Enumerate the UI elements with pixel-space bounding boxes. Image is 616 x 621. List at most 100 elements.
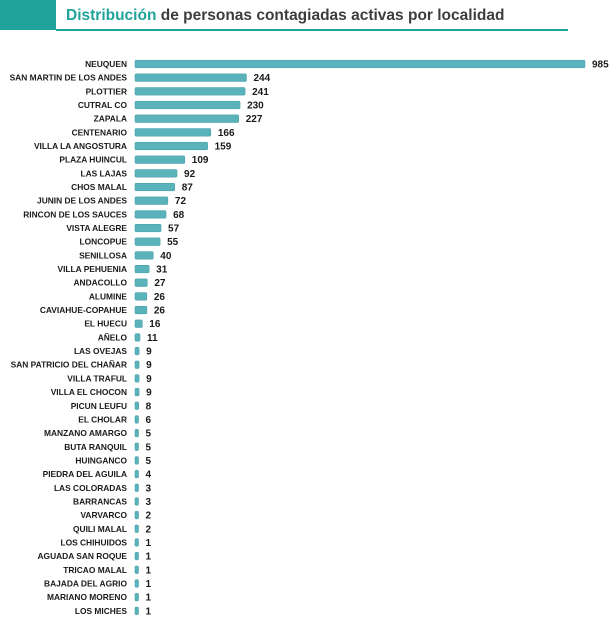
category-label: BARRANCAS: [73, 496, 127, 506]
title-highlight: Distribución: [66, 7, 157, 24]
category-label: CHOS MALAL: [71, 182, 127, 192]
category-label: MARIANO MORENO: [47, 592, 128, 602]
title-rest: de personas contagiadas activas por loca…: [156, 7, 505, 24]
bar: [134, 333, 141, 342]
bar: [134, 552, 139, 561]
value-label: 3: [146, 483, 152, 494]
value-label: 227: [246, 114, 263, 125]
value-label: 2: [146, 511, 152, 522]
category-label: PLOTTIER: [86, 86, 127, 96]
value-label: 1: [146, 579, 152, 590]
bar: [134, 483, 139, 492]
bar: [134, 114, 239, 123]
value-label: 26: [154, 306, 166, 317]
category-label: CUTRAL CO: [78, 100, 128, 110]
value-label: 159: [215, 142, 232, 153]
value-label: 4: [146, 470, 152, 481]
bar: [134, 511, 139, 520]
category-label: PLAZA HUINCUL: [59, 155, 127, 165]
category-label: LOS CHIHUIDOS: [60, 537, 127, 547]
category-label: QUILI MALAL: [73, 524, 127, 534]
bar: [134, 565, 139, 574]
value-label: 985: [592, 60, 609, 71]
bar: [134, 401, 139, 410]
value-label: 1: [146, 593, 152, 604]
bar: [134, 141, 208, 151]
category-label: LONCOPUE: [80, 237, 128, 247]
title-underline: [56, 29, 568, 31]
category-label: MANZANO AMARGO: [44, 428, 127, 438]
value-label: 31: [156, 265, 168, 276]
category-label: VILLA EL CHOCON: [51, 387, 127, 397]
value-label: 166: [218, 128, 235, 139]
bar: [134, 347, 140, 356]
value-label: 72: [175, 196, 187, 207]
category-label: VISTA ALEGRE: [66, 223, 127, 233]
category-label: CENTENARIO: [72, 127, 128, 137]
category-label: LOS MICHES: [75, 606, 128, 616]
value-label: 55: [167, 237, 179, 248]
bar: [134, 579, 139, 588]
value-label: 230: [247, 101, 264, 112]
category-label: CAVIAHUE-COPAHUE: [40, 305, 128, 315]
bar: [134, 155, 186, 164]
value-label: 8: [146, 401, 152, 412]
bar: [134, 497, 139, 506]
category-label: RINCON DE LOS SAUCES: [23, 209, 127, 219]
category-label: SENILLOSA: [79, 250, 127, 260]
category-label: TRICAO MALAL: [63, 565, 127, 575]
bar: [134, 524, 139, 533]
value-label: 9: [146, 388, 152, 399]
category-label: JUNIN DE LOS ANDES: [37, 196, 127, 206]
category-label: AÑELO: [98, 332, 128, 342]
value-label: 92: [184, 169, 196, 180]
bar: [134, 388, 140, 397]
value-label: 9: [146, 374, 152, 385]
category-label: ALUMINE: [89, 291, 128, 301]
value-label: 87: [182, 183, 194, 194]
category-label: BAJADA DEL AGRIO: [44, 578, 127, 588]
bar: [134, 265, 150, 274]
bar: [134, 251, 154, 260]
value-label: 40: [160, 251, 172, 262]
value-label: 27: [154, 278, 166, 289]
bar: [134, 442, 139, 451]
title-accent-block: [0, 0, 56, 30]
value-label: 9: [146, 360, 152, 371]
value-label: 5: [146, 442, 152, 453]
bar: [134, 415, 139, 424]
bar: [134, 319, 143, 328]
value-label: 1: [146, 538, 152, 549]
value-label: 9: [146, 347, 152, 358]
category-label: LAS LAJAS: [80, 168, 127, 178]
bar: [134, 59, 586, 69]
value-label: 2: [146, 524, 152, 535]
value-label: 5: [146, 429, 152, 440]
value-label: 26: [154, 292, 166, 303]
bar: [134, 182, 175, 192]
bar: [134, 538, 139, 547]
bar: [134, 128, 212, 137]
category-label: LAS COLORADAS: [54, 483, 127, 493]
value-label: 6: [146, 415, 152, 426]
category-label: ANDACOLLO: [73, 278, 127, 288]
category-label: HUINGANCO: [75, 455, 127, 465]
category-label: SAN MARTIN DE LOS ANDES: [10, 73, 128, 83]
bar: [134, 237, 161, 246]
bar: [134, 100, 241, 110]
value-label: 109: [192, 155, 209, 166]
category-label: VILLA LA ANGOSTURA: [34, 141, 127, 151]
bar: [134, 606, 139, 615]
category-label: NEUQUEN: [85, 59, 127, 69]
category-label: VILLA TRAFUL: [67, 373, 127, 383]
value-label: 5: [146, 456, 152, 467]
value-label: 57: [168, 224, 180, 235]
value-label: 1: [146, 606, 152, 617]
bar: [134, 360, 140, 369]
value-label: 16: [149, 319, 161, 330]
bar: [134, 429, 139, 438]
category-label: VILLA PEHUENIA: [58, 264, 128, 274]
category-label: ZAPALA: [94, 114, 127, 124]
category-label: LAS OVEJAS: [74, 346, 127, 356]
